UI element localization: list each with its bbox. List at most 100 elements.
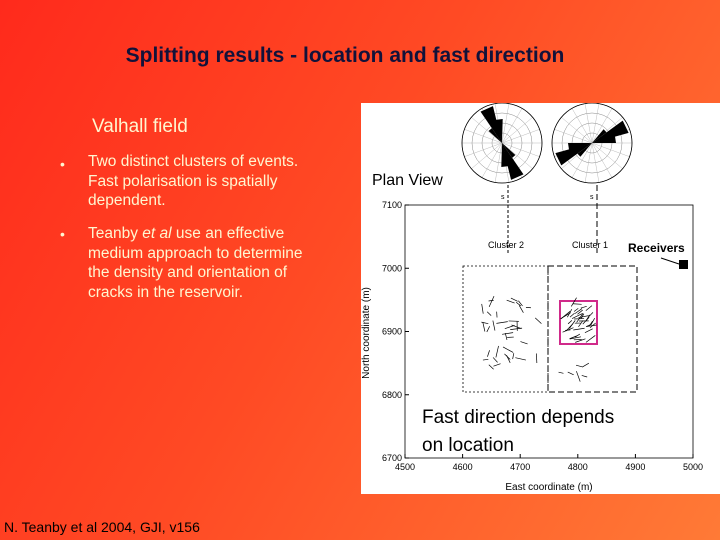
event-stick <box>576 371 581 382</box>
event-stick <box>569 336 582 340</box>
event-stick <box>574 308 583 314</box>
rose-petal <box>592 129 607 143</box>
event-stick <box>573 308 579 312</box>
rose-petal <box>502 143 516 158</box>
event-stick <box>588 312 594 318</box>
rose-petal <box>568 143 592 151</box>
x-tick-label: 5000 <box>683 462 703 472</box>
rose-petal <box>592 135 616 143</box>
receivers-label: Receivers <box>628 241 685 255</box>
rose-petal <box>592 120 629 143</box>
event-stick <box>590 318 595 326</box>
event-stick <box>569 312 575 318</box>
rose-spoke <box>571 142 593 178</box>
rose-spoke <box>591 103 600 144</box>
event-stick <box>569 320 576 329</box>
event-stick <box>506 299 515 304</box>
event-stick <box>576 313 584 323</box>
event-stick <box>487 350 490 357</box>
event-stick <box>504 333 508 340</box>
event-stick <box>572 303 582 305</box>
text: Two distinct clusters of events. Fast po… <box>88 153 299 209</box>
event-stick <box>488 299 494 302</box>
text: use an effective medium approach to dete… <box>88 225 303 301</box>
event-stick <box>495 345 499 358</box>
event-stick <box>575 364 584 368</box>
rose-spoke <box>554 129 593 144</box>
event-stick <box>482 322 486 332</box>
event-stick <box>574 333 581 338</box>
event-stick <box>585 305 593 311</box>
rose-spoke <box>501 103 510 144</box>
note: Fast direction depends <box>422 407 614 428</box>
event-stick <box>575 338 586 343</box>
event-stick <box>510 297 518 302</box>
rose-spoke <box>571 108 593 144</box>
plot-label: Plan View <box>372 172 443 189</box>
event-stick <box>512 353 515 360</box>
rose-petal <box>502 143 524 180</box>
event-stick <box>584 328 593 333</box>
x-tick-label: 4500 <box>395 462 415 472</box>
event-stick <box>518 300 523 307</box>
event-stick <box>586 324 597 327</box>
event-stick <box>569 335 577 340</box>
event-stick <box>515 302 521 307</box>
event-stick <box>506 355 511 363</box>
cluster-box <box>462 265 549 393</box>
rose-petal <box>495 119 503 143</box>
figure: Plan View Cluster 2 Cluster 1 Receivers … <box>361 103 720 494</box>
event-stick <box>481 303 484 314</box>
bullet-text: Teanby et al use an effective medium app… <box>88 224 320 302</box>
event-stick <box>492 357 498 363</box>
rose-spoke <box>584 142 593 183</box>
y-tick-label: 6900 <box>382 327 402 337</box>
x-tick-label: 4900 <box>625 462 645 472</box>
y-tick-label: 6800 <box>382 390 402 400</box>
event-stick <box>486 311 492 316</box>
event-stick <box>496 321 508 324</box>
event-stick <box>558 371 564 374</box>
y-tick-label: 6700 <box>382 453 402 463</box>
rose-outline <box>461 103 543 184</box>
event-stick <box>580 313 585 320</box>
rose-outline <box>551 103 633 184</box>
event-stick <box>582 362 590 368</box>
y-axis-label: North coordinate (m) <box>361 287 372 379</box>
rose-spoke <box>494 142 503 183</box>
x-tick-label: 4700 <box>510 462 530 472</box>
event-stick <box>486 326 490 333</box>
rose-spoke <box>464 142 503 157</box>
bullet-dot: • <box>60 156 65 172</box>
event-stick <box>585 335 596 343</box>
rose-spoke <box>471 142 503 169</box>
event-stick <box>586 314 591 321</box>
slide-title: Splitting results - location and fast di… <box>125 44 565 67</box>
rose-petal <box>480 106 502 143</box>
event-stick <box>571 313 583 319</box>
event-stick <box>518 305 524 313</box>
rose-label: s <box>590 194 594 201</box>
events <box>481 295 597 382</box>
event-stick <box>510 327 523 330</box>
cluster-label: Cluster 1 <box>572 240 608 250</box>
rose-spoke <box>591 142 623 169</box>
rose-petal <box>577 143 592 157</box>
event-stick <box>515 357 526 361</box>
rose-spoke <box>561 117 593 144</box>
y-tick-label: 7100 <box>382 200 402 210</box>
event-stick <box>567 371 574 376</box>
bullet-text: Two distinct clusters of events. Fast po… <box>88 152 320 211</box>
event-stick <box>578 315 589 319</box>
rose-diagrams <box>461 103 633 184</box>
rose-spoke <box>501 108 523 144</box>
rose-spoke <box>584 103 593 144</box>
event-stick <box>492 320 496 331</box>
event-stick <box>520 341 528 345</box>
event-stick <box>488 364 494 370</box>
rose-spoke <box>501 142 533 169</box>
event-stick <box>504 325 515 330</box>
event-stick <box>580 305 587 309</box>
event-stick <box>488 295 495 308</box>
